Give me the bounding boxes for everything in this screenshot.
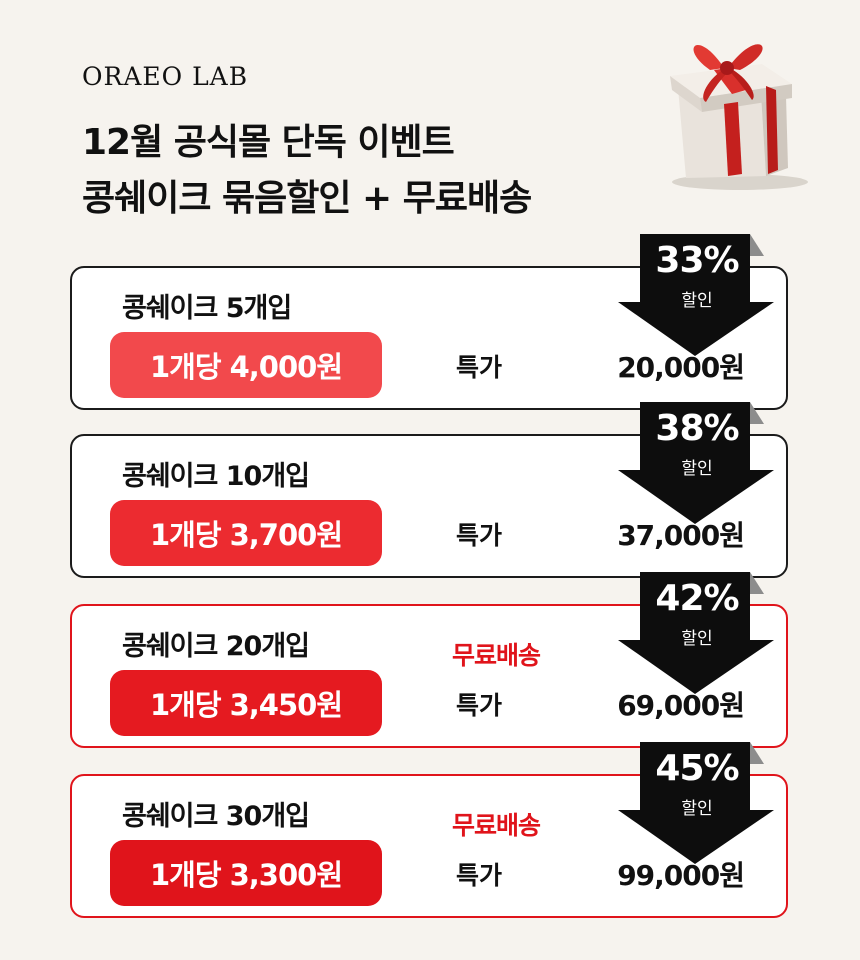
discount-percent: 38% [655, 408, 739, 449]
down-arrow-icon [618, 234, 774, 356]
total-price: 69,000원 [617, 689, 745, 722]
offer-name: 콩쉐이크 20개입 [122, 631, 310, 662]
special-price-label: 특가 [456, 521, 503, 550]
offer-card: 콩쉐이크 5개입 1개당 4,000원 특가 20,000원 [70, 266, 788, 410]
offer-name: 콩쉐이크 30개입 [122, 801, 310, 832]
discount-label: 할인 [681, 291, 713, 311]
unit-price-pill: 1개당 4,000원 [110, 332, 382, 398]
down-arrow-icon [618, 742, 774, 864]
free-shipping-label: 무료배송 [452, 641, 541, 670]
gift-box-icon [648, 18, 808, 198]
page-title: 12월 공식몰 단독 이벤트 콩쉐이크 묶음할인 + 무료배송 [82, 115, 532, 227]
unit-price-pill: 1개당 3,300원 [110, 840, 382, 906]
unit-price-pill: 1개당 3,700원 [110, 500, 382, 566]
down-arrow-icon [618, 402, 774, 524]
discount-badge: 45% 할인 [618, 742, 776, 864]
headline-line-1: 12월 공식몰 단독 이벤트 [82, 122, 455, 163]
discount-badge: 38% 할인 [618, 402, 776, 524]
special-price-label: 특가 [456, 353, 503, 382]
headline-line-2: 콩쉐이크 묶음할인 + 무료배송 [82, 178, 532, 219]
down-arrow-icon [618, 572, 774, 694]
offer-name: 콩쉐이크 5개입 [122, 293, 292, 324]
discount-percent: 33% [655, 240, 739, 281]
offer-card: 콩쉐이크 20개입 1개당 3,450원 무료배송 특가 69,000원 [70, 604, 788, 748]
discount-label: 할인 [681, 629, 713, 649]
special-price-label: 특가 [456, 691, 503, 720]
offer-name: 콩쉐이크 10개입 [122, 461, 310, 492]
discount-percent: 42% [655, 578, 739, 619]
unit-price-pill: 1개당 3,450원 [110, 670, 382, 736]
total-price: 37,000원 [617, 519, 745, 552]
total-price: 20,000원 [617, 351, 745, 384]
special-price-label: 특가 [456, 861, 503, 890]
discount-badge: 42% 할인 [618, 572, 776, 694]
brand-logo: ORAEO LAB [82, 62, 249, 91]
discount-label: 할인 [681, 459, 713, 479]
offer-card: 콩쉐이크 30개입 1개당 3,300원 무료배송 특가 99,000원 [70, 774, 788, 918]
discount-label: 할인 [681, 799, 713, 819]
free-shipping-label: 무료배송 [452, 811, 541, 840]
total-price: 99,000원 [617, 859, 745, 892]
discount-percent: 45% [655, 748, 739, 789]
discount-badge: 33% 할인 [618, 234, 776, 356]
